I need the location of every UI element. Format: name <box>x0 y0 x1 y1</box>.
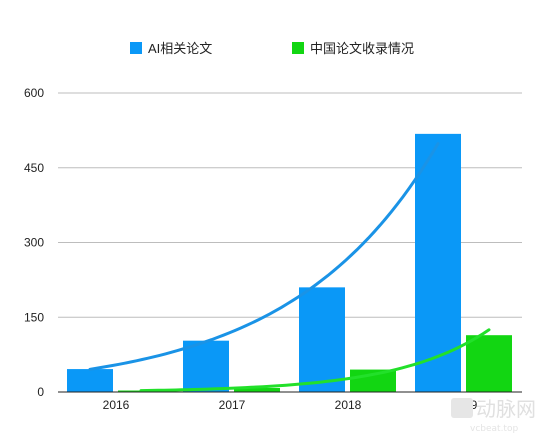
y-tick-label: 0 <box>37 385 44 399</box>
watermark-subtext: vcbeat.top <box>470 424 518 434</box>
watermark-logo-icon <box>451 398 473 418</box>
bar <box>234 388 280 392</box>
y-axis: 0 150 300 450 600 <box>24 86 44 399</box>
trendline <box>88 142 440 371</box>
bar <box>183 340 229 392</box>
trendlines <box>88 142 491 393</box>
y-tick-label: 150 <box>24 310 44 324</box>
x-tick-label: 2017 <box>219 398 246 412</box>
trendline <box>139 328 491 393</box>
legend-label: 中国论文收录情况 <box>310 41 414 56</box>
y-tick-label: 600 <box>24 86 44 100</box>
y-tick-label: 300 <box>24 236 44 250</box>
legend-swatch <box>130 42 142 54</box>
bar <box>415 133 461 392</box>
y-tick-label: 450 <box>24 161 44 175</box>
legend: AI相关论文 中国论文收录情况 <box>130 41 414 56</box>
bars <box>67 133 512 392</box>
watermark-text: 动脉网 <box>476 397 536 421</box>
legend-swatch <box>292 42 304 54</box>
legend-label: AI相关论文 <box>148 41 212 56</box>
x-tick-label: 2018 <box>335 398 362 412</box>
bar <box>67 369 113 392</box>
x-tick-label: 2016 <box>103 398 130 412</box>
bar <box>466 335 512 392</box>
bar <box>299 287 345 392</box>
watermark: 动脉网 vcbeat.top <box>451 397 536 434</box>
